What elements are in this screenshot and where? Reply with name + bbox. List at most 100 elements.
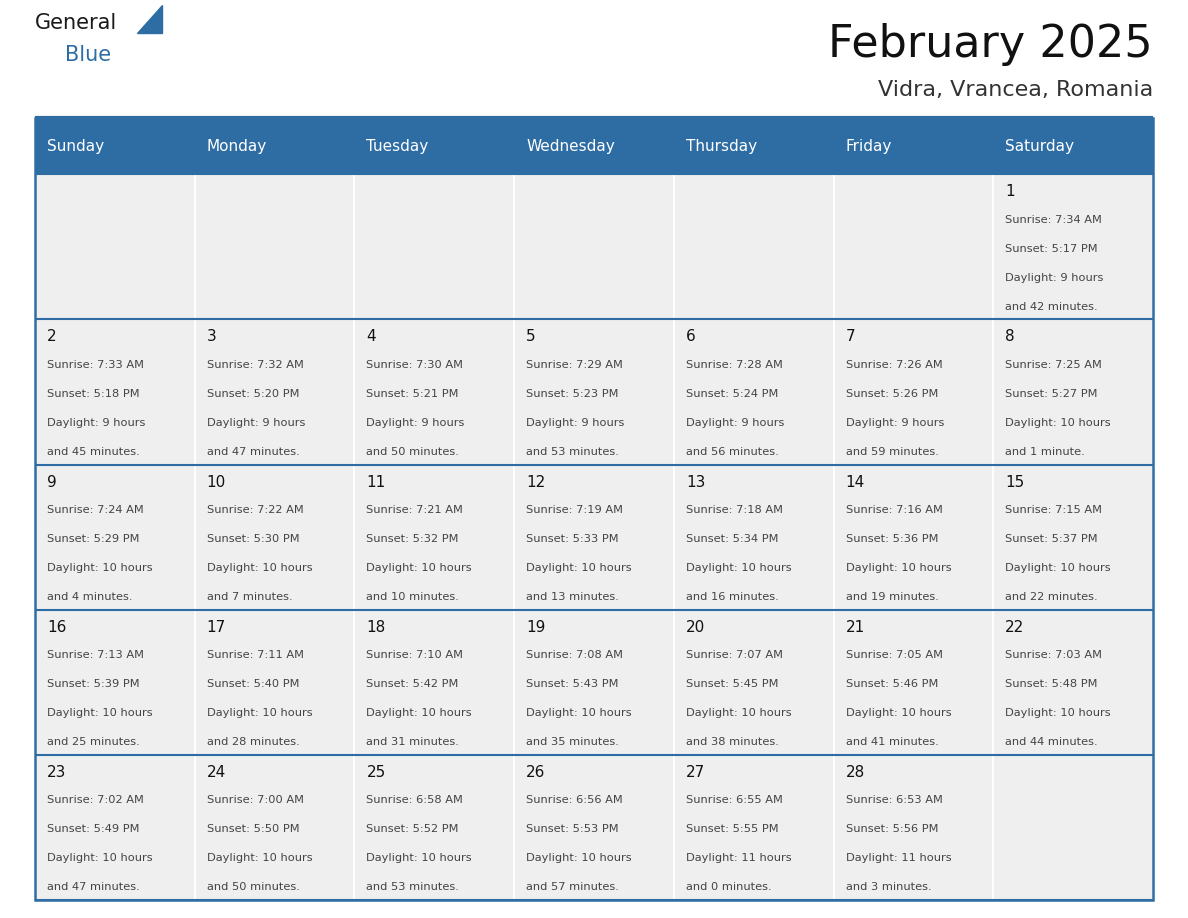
Bar (354, 755, 514, 900)
Text: Sunrise: 7:08 AM: Sunrise: 7:08 AM (526, 650, 624, 660)
Bar (834, 465, 993, 610)
Text: Sunset: 5:30 PM: Sunset: 5:30 PM (207, 534, 299, 544)
Text: and 44 minutes.: and 44 minutes. (1005, 737, 1098, 747)
Text: and 47 minutes.: and 47 minutes. (48, 882, 140, 892)
Text: 5: 5 (526, 330, 536, 344)
Text: Sunset: 5:29 PM: Sunset: 5:29 PM (48, 534, 139, 544)
Bar (834, 610, 993, 755)
Text: Daylight: 10 hours: Daylight: 10 hours (1005, 563, 1111, 573)
Text: Daylight: 9 hours: Daylight: 9 hours (48, 418, 145, 428)
Text: and 57 minutes.: and 57 minutes. (526, 882, 619, 892)
Text: and 50 minutes.: and 50 minutes. (366, 447, 460, 457)
Text: and 7 minutes.: and 7 minutes. (207, 592, 292, 602)
Text: Daylight: 10 hours: Daylight: 10 hours (366, 563, 472, 573)
Text: Sunrise: 7:33 AM: Sunrise: 7:33 AM (48, 360, 144, 370)
Text: Daylight: 10 hours: Daylight: 10 hours (1005, 708, 1111, 718)
Text: Sunrise: 6:55 AM: Sunrise: 6:55 AM (685, 795, 783, 805)
Text: Daylight: 10 hours: Daylight: 10 hours (526, 853, 632, 863)
Text: Sunset: 5:53 PM: Sunset: 5:53 PM (526, 824, 619, 834)
Text: Daylight: 10 hours: Daylight: 10 hours (207, 708, 312, 718)
Text: 13: 13 (685, 475, 706, 489)
Text: Sunset: 5:50 PM: Sunset: 5:50 PM (207, 824, 299, 834)
Text: and 53 minutes.: and 53 minutes. (366, 882, 460, 892)
Text: Sunset: 5:49 PM: Sunset: 5:49 PM (48, 824, 139, 834)
Bar (34, 465, 195, 610)
Text: Sunrise: 7:05 AM: Sunrise: 7:05 AM (846, 650, 942, 660)
Text: Sunrise: 6:56 AM: Sunrise: 6:56 AM (526, 795, 623, 805)
Text: Sunset: 5:43 PM: Sunset: 5:43 PM (526, 679, 619, 689)
Text: and 56 minutes.: and 56 minutes. (685, 447, 778, 457)
Bar (34, 755, 195, 900)
Text: and 42 minutes.: and 42 minutes. (1005, 302, 1098, 311)
Text: Sunset: 5:17 PM: Sunset: 5:17 PM (1005, 244, 1098, 253)
Text: Sunrise: 7:28 AM: Sunrise: 7:28 AM (685, 360, 783, 370)
Text: Sunset: 5:46 PM: Sunset: 5:46 PM (846, 679, 939, 689)
Text: and 38 minutes.: and 38 minutes. (685, 737, 778, 747)
Bar (514, 755, 674, 900)
Text: February 2025: February 2025 (828, 23, 1154, 66)
Bar (34, 319, 195, 465)
Bar (993, 755, 1154, 900)
Text: Blue: Blue (65, 45, 112, 65)
Text: Monday: Monday (207, 139, 267, 153)
Text: 9: 9 (48, 475, 57, 489)
Text: Daylight: 10 hours: Daylight: 10 hours (1005, 418, 1111, 428)
Bar (354, 174, 514, 319)
Text: Sunset: 5:20 PM: Sunset: 5:20 PM (207, 389, 299, 399)
Text: 7: 7 (846, 330, 855, 344)
Text: Sunset: 5:23 PM: Sunset: 5:23 PM (526, 389, 619, 399)
Text: 15: 15 (1005, 475, 1024, 489)
Text: Daylight: 9 hours: Daylight: 9 hours (846, 418, 944, 428)
Bar (195, 610, 354, 755)
Text: Sunrise: 7:29 AM: Sunrise: 7:29 AM (526, 360, 623, 370)
Text: Sunset: 5:21 PM: Sunset: 5:21 PM (366, 389, 459, 399)
Text: Daylight: 9 hours: Daylight: 9 hours (1005, 273, 1104, 283)
Bar (674, 319, 834, 465)
Text: 3: 3 (207, 330, 216, 344)
Text: 28: 28 (846, 765, 865, 780)
Text: Daylight: 11 hours: Daylight: 11 hours (846, 853, 952, 863)
Text: Sunset: 5:45 PM: Sunset: 5:45 PM (685, 679, 778, 689)
Text: General: General (34, 13, 118, 33)
Text: 2: 2 (48, 330, 57, 344)
Text: Sunrise: 7:34 AM: Sunrise: 7:34 AM (1005, 215, 1102, 225)
Text: and 16 minutes.: and 16 minutes. (685, 592, 778, 602)
Bar (514, 610, 674, 755)
Text: and 28 minutes.: and 28 minutes. (207, 737, 299, 747)
Text: Daylight: 9 hours: Daylight: 9 hours (526, 418, 625, 428)
Text: Sunrise: 7:25 AM: Sunrise: 7:25 AM (1005, 360, 1102, 370)
Text: 21: 21 (846, 620, 865, 634)
Bar (674, 174, 834, 319)
Text: Daylight: 10 hours: Daylight: 10 hours (48, 563, 152, 573)
Text: Sunset: 5:55 PM: Sunset: 5:55 PM (685, 824, 778, 834)
Text: and 50 minutes.: and 50 minutes. (207, 882, 299, 892)
Text: and 0 minutes.: and 0 minutes. (685, 882, 771, 892)
Text: Daylight: 9 hours: Daylight: 9 hours (366, 418, 465, 428)
Text: and 59 minutes.: and 59 minutes. (846, 447, 939, 457)
Text: Daylight: 10 hours: Daylight: 10 hours (366, 853, 472, 863)
Text: 14: 14 (846, 475, 865, 489)
Text: and 53 minutes.: and 53 minutes. (526, 447, 619, 457)
Text: 12: 12 (526, 475, 545, 489)
Text: Sunset: 5:37 PM: Sunset: 5:37 PM (1005, 534, 1098, 544)
Text: Sunset: 5:48 PM: Sunset: 5:48 PM (1005, 679, 1098, 689)
Text: Friday: Friday (846, 139, 892, 153)
Text: 6: 6 (685, 330, 696, 344)
Text: Daylight: 10 hours: Daylight: 10 hours (207, 853, 312, 863)
Text: Daylight: 10 hours: Daylight: 10 hours (366, 708, 472, 718)
Text: and 45 minutes.: and 45 minutes. (48, 447, 140, 457)
Bar (674, 755, 834, 900)
Text: Sunrise: 7:19 AM: Sunrise: 7:19 AM (526, 505, 624, 515)
Bar (34, 118, 1154, 174)
Text: Sunset: 5:26 PM: Sunset: 5:26 PM (846, 389, 939, 399)
Text: Sunrise: 7:02 AM: Sunrise: 7:02 AM (48, 795, 144, 805)
Polygon shape (137, 5, 162, 33)
Text: Sunset: 5:32 PM: Sunset: 5:32 PM (366, 534, 459, 544)
Text: Tuesday: Tuesday (366, 139, 429, 153)
Text: 10: 10 (207, 475, 226, 489)
Text: Sunrise: 7:15 AM: Sunrise: 7:15 AM (1005, 505, 1102, 515)
Bar (993, 610, 1154, 755)
Text: 18: 18 (366, 620, 386, 634)
Text: and 4 minutes.: and 4 minutes. (48, 592, 133, 602)
Bar (993, 319, 1154, 465)
